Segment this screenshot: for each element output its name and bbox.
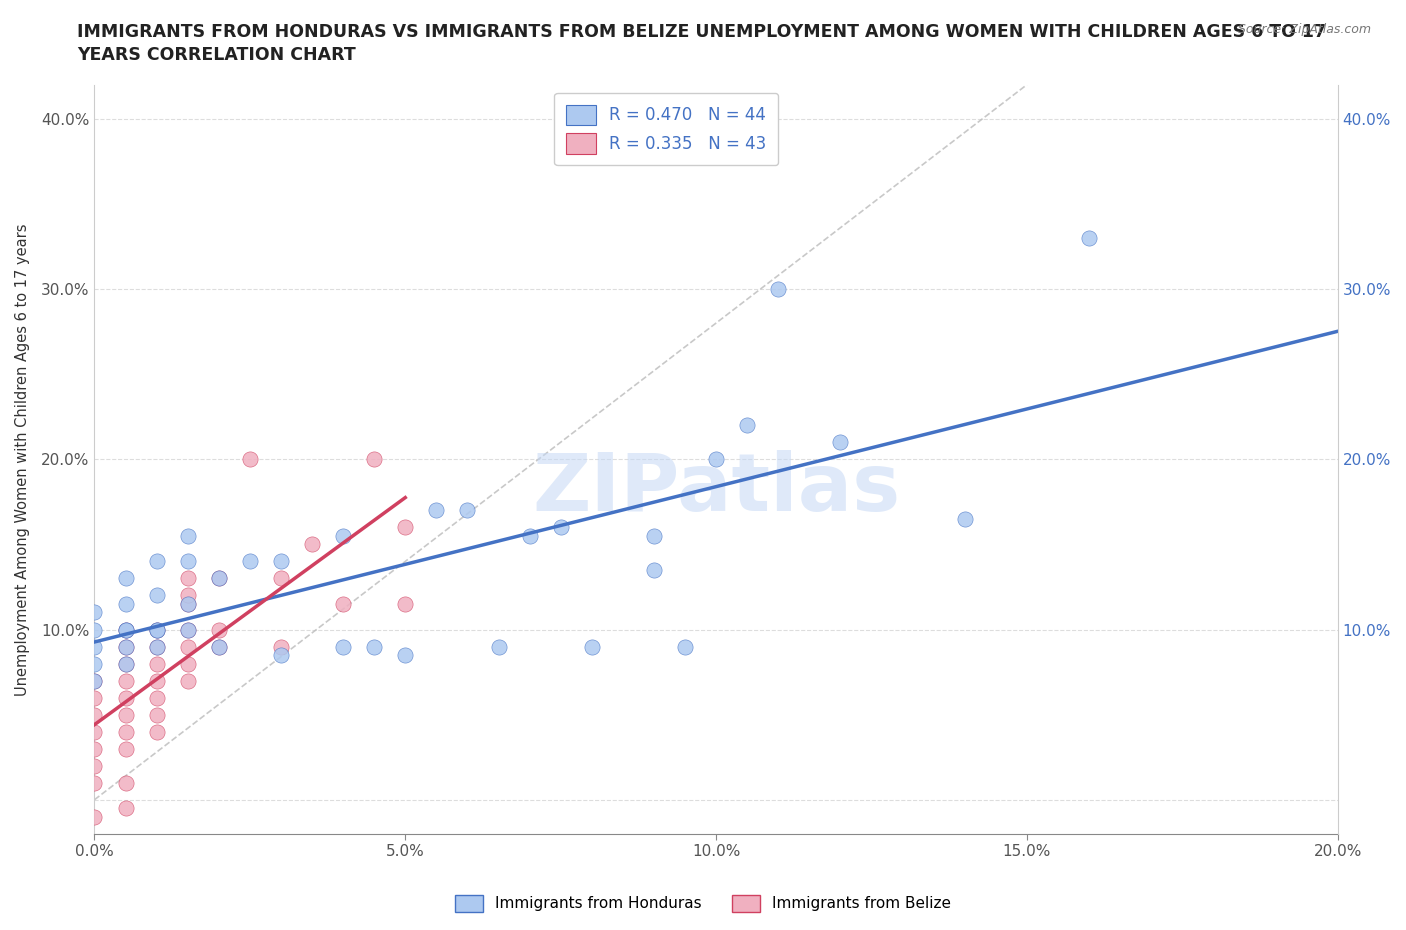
Point (83, 639, 105, 654)
Point (114, 741, 136, 756)
Point (145, 724, 167, 739)
Point (208, 639, 231, 654)
Point (114, 596, 136, 611)
Point (177, 639, 200, 654)
Point (394, 596, 416, 611)
Point (114, 690, 136, 705)
Point (114, 622, 136, 637)
Point (114, 801, 136, 816)
Point (145, 707, 167, 722)
Point (239, 452, 262, 467)
Point (83, 741, 105, 756)
Point (114, 656, 136, 671)
Point (953, 512, 976, 526)
Point (114, 724, 136, 739)
Point (270, 639, 292, 654)
Point (177, 596, 200, 611)
Point (735, 418, 758, 432)
Point (114, 776, 136, 790)
Point (208, 622, 231, 637)
Point (83, 605, 105, 620)
Point (83, 776, 105, 790)
Point (83, 622, 105, 637)
Point (177, 656, 200, 671)
Point (114, 673, 136, 688)
Text: Source: ZipAtlas.com: Source: ZipAtlas.com (1237, 23, 1371, 36)
Point (114, 639, 136, 654)
Point (332, 639, 354, 654)
Point (643, 563, 665, 578)
Point (114, 639, 136, 654)
Point (114, 656, 136, 671)
Point (83, 673, 105, 688)
Point (673, 639, 696, 654)
Point (114, 622, 136, 637)
Point (363, 452, 385, 467)
Point (114, 707, 136, 722)
Point (830, 435, 852, 450)
Point (83, 707, 105, 722)
Point (145, 588, 167, 603)
Point (208, 571, 231, 586)
Point (177, 673, 200, 688)
Point (550, 520, 572, 535)
Point (83, 724, 105, 739)
Point (488, 639, 510, 654)
Point (270, 647, 292, 662)
Point (766, 282, 789, 297)
Point (208, 571, 231, 586)
Point (581, 639, 603, 654)
Point (83, 809, 105, 824)
Point (145, 639, 167, 654)
Point (332, 528, 354, 543)
Point (425, 503, 447, 518)
Point (83, 673, 105, 688)
Point (145, 656, 167, 671)
Point (177, 622, 200, 637)
Point (145, 554, 167, 569)
Point (208, 639, 231, 654)
Point (177, 596, 200, 611)
Y-axis label: Unemployment Among Women with Children Ages 6 to 17 years: Unemployment Among Women with Children A… (15, 223, 30, 696)
Point (456, 503, 478, 518)
Point (83, 656, 105, 671)
Point (114, 622, 136, 637)
Point (332, 596, 354, 611)
Point (145, 622, 167, 637)
Point (177, 622, 200, 637)
Point (394, 647, 416, 662)
Point (177, 571, 200, 586)
Point (270, 554, 292, 569)
Text: IMMIGRANTS FROM HONDURAS VS IMMIGRANTS FROM BELIZE UNEMPLOYMENT AMONG WOMEN WITH: IMMIGRANTS FROM HONDURAS VS IMMIGRANTS F… (77, 23, 1326, 41)
Point (83, 758, 105, 773)
Point (177, 554, 200, 569)
Legend: R = 0.470   N = 44, R = 0.335   N = 43: R = 0.470 N = 44, R = 0.335 N = 43 (554, 93, 779, 166)
Legend: Immigrants from Honduras, Immigrants from Belize: Immigrants from Honduras, Immigrants fro… (449, 889, 957, 918)
Point (239, 554, 262, 569)
Point (704, 452, 727, 467)
Text: YEARS CORRELATION CHART: YEARS CORRELATION CHART (77, 46, 356, 64)
Point (519, 528, 541, 543)
Point (83, 690, 105, 705)
Point (145, 673, 167, 688)
Point (145, 622, 167, 637)
Point (363, 639, 385, 654)
Point (643, 528, 665, 543)
Point (177, 588, 200, 603)
Point (301, 537, 323, 551)
Point (1078, 231, 1101, 246)
Text: ZIPatlas: ZIPatlas (531, 450, 900, 528)
Point (114, 571, 136, 586)
Point (145, 622, 167, 637)
Point (394, 520, 416, 535)
Point (177, 528, 200, 543)
Point (145, 639, 167, 654)
Point (270, 571, 292, 586)
Point (145, 690, 167, 705)
